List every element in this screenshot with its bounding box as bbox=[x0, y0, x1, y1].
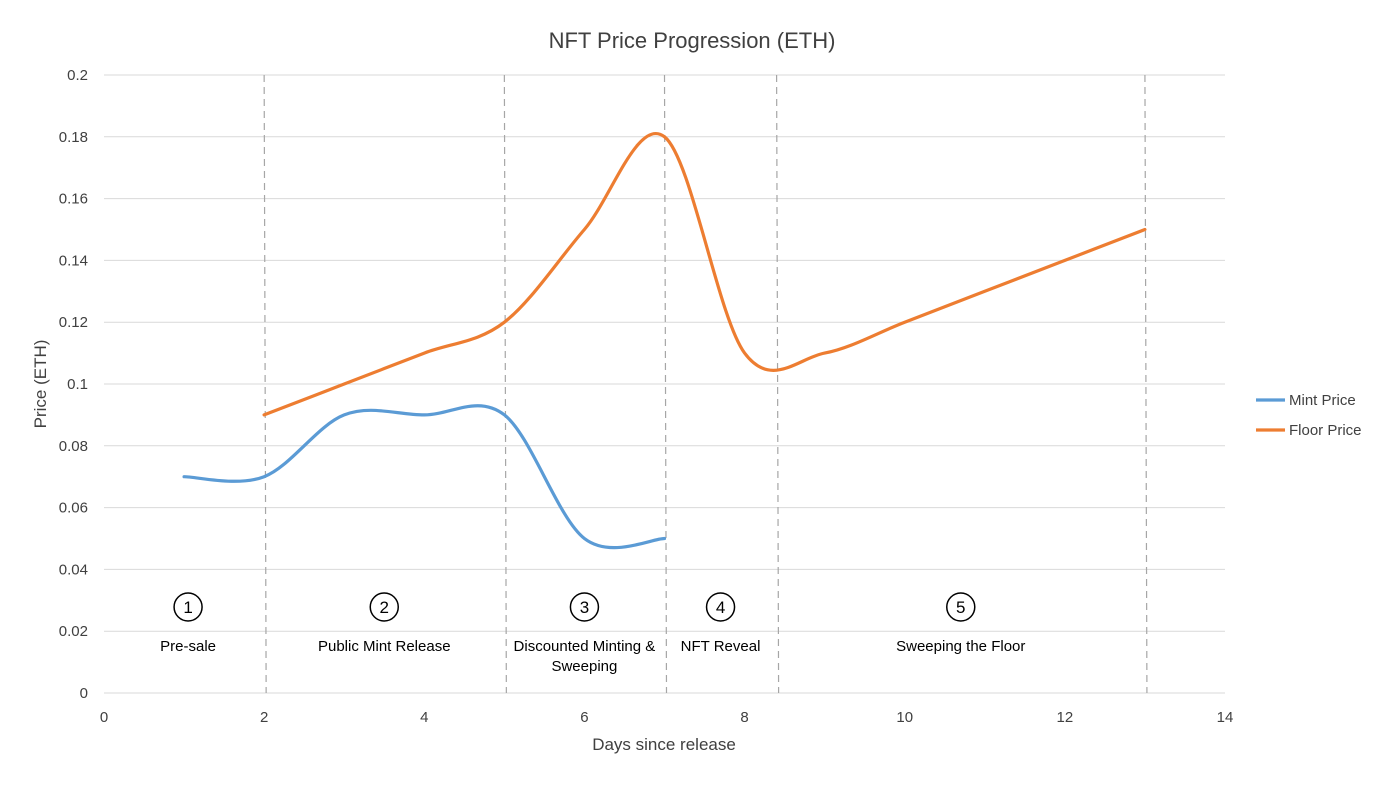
legend-label: Floor Price bbox=[1289, 422, 1362, 439]
x-axis-ticks: 0 2 4 6 8 10 12 14 bbox=[100, 709, 1234, 726]
x-tick-label: 0 bbox=[100, 709, 108, 726]
x-tick-label: 2 bbox=[260, 709, 268, 726]
y-tick-label: 0.12 bbox=[59, 314, 88, 331]
series bbox=[182, 132, 1147, 550]
y-axis-ticks: 0 0.02 0.04 0.06 0.08 0.1 0.12 0.14 0.16 0.18 0.2 bbox=[59, 67, 88, 702]
phase-2: 2 Public Mint Release bbox=[318, 592, 451, 655]
y-tick-label: 0.02 bbox=[59, 623, 88, 640]
phase-label: Public Mint Release bbox=[318, 638, 451, 655]
legend: Mint Price Floor Price bbox=[1256, 392, 1362, 439]
y-axis-label: Price (ETH) bbox=[31, 340, 50, 429]
y-tick-label: 0.18 bbox=[59, 129, 88, 146]
x-tick-label: 4 bbox=[420, 709, 428, 726]
phase-number-circle bbox=[946, 592, 976, 622]
mint-price-line bbox=[182, 404, 667, 550]
chart-title: NFT Price Progression (ETH) bbox=[549, 28, 836, 53]
y-tick-label: 0.06 bbox=[59, 500, 88, 517]
phase-number-circle bbox=[369, 592, 399, 622]
phase-label: NFT Reveal bbox=[681, 638, 761, 655]
legend-item-floor-price: Floor Price bbox=[1256, 422, 1362, 439]
phase-number: 2 bbox=[380, 598, 389, 617]
phase-1: 1 Pre-sale bbox=[160, 592, 216, 655]
y-tick-label: 0.04 bbox=[59, 561, 88, 578]
phase-number: 4 bbox=[716, 598, 725, 617]
y-tick-label: 0.14 bbox=[59, 252, 88, 269]
phase-label: Pre-sale bbox=[160, 638, 216, 655]
x-tick-label: 12 bbox=[1057, 709, 1074, 726]
phase-number: 1 bbox=[183, 598, 192, 617]
phase-annotations: 1 Pre-sale 2 Public Mint Release 3 Discounted… bbox=[160, 592, 1025, 675]
x-tick-label: 8 bbox=[740, 709, 748, 726]
phase-number-circle bbox=[569, 592, 600, 622]
x-tick-label: 6 bbox=[580, 709, 588, 726]
phase-number-circle bbox=[705, 592, 736, 622]
y-tick-label: 0.16 bbox=[59, 191, 88, 208]
x-axis-label: Days since release bbox=[592, 735, 736, 754]
legend-item-mint-price: Mint Price bbox=[1256, 392, 1356, 409]
x-tick-label: 10 bbox=[896, 709, 913, 726]
phase-label-line2: Sweeping bbox=[551, 658, 617, 675]
y-tick-label: 0.1 bbox=[67, 376, 88, 393]
phase-4: 4 NFT Reveal bbox=[681, 592, 761, 655]
y-tick-label: 0.08 bbox=[59, 438, 88, 455]
y-tick-label: 0.2 bbox=[67, 67, 88, 84]
phase-number-circle bbox=[173, 592, 203, 622]
phase-number: 3 bbox=[580, 598, 589, 617]
legend-label: Mint Price bbox=[1289, 392, 1356, 409]
floor-price-line bbox=[262, 132, 1147, 417]
x-tick-label: 14 bbox=[1217, 709, 1234, 726]
phase-number: 5 bbox=[956, 598, 965, 617]
phase-label: Sweeping the Floor bbox=[896, 638, 1025, 655]
phase-3: 3 Discounted Minting & Sweeping bbox=[514, 592, 656, 675]
grid bbox=[104, 74, 1225, 694]
phase-5: 5 Sweeping the Floor bbox=[896, 592, 1025, 655]
y-tick-label: 0 bbox=[80, 685, 88, 702]
phase-label: Discounted Minting & bbox=[514, 638, 656, 655]
